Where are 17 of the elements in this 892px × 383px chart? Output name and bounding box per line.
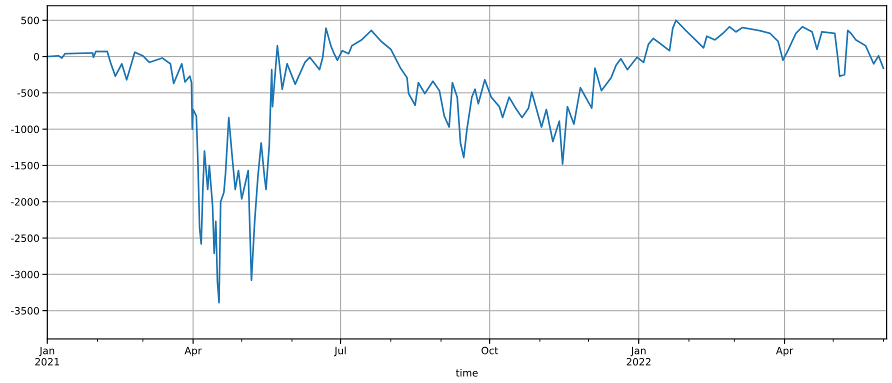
x-tick-label: Jan 2021 [35,346,60,366]
y-tick-label: -2000 [11,198,39,206]
y-tick-label: -2500 [11,234,39,242]
x-tick-label: Jul [334,346,346,356]
y-tick-label: 500 [21,16,39,24]
y-tick-label: -1500 [11,162,39,170]
y-tick-label: 0 [34,52,39,61]
x-tick-label: Apr [184,346,202,356]
y-tick-label: -1000 [11,126,39,134]
y-tick-label: -500 [17,89,39,97]
x-tick-label: Apr [776,346,794,356]
y-tick-label: -3500 [11,307,39,315]
y-tick-label: -3000 [11,270,39,278]
x-tick-label: Jan 2022 [626,346,650,366]
x-axis-title: time [456,368,478,377]
x-tick-label: Oct [482,346,498,354]
line-series [47,19,884,304]
